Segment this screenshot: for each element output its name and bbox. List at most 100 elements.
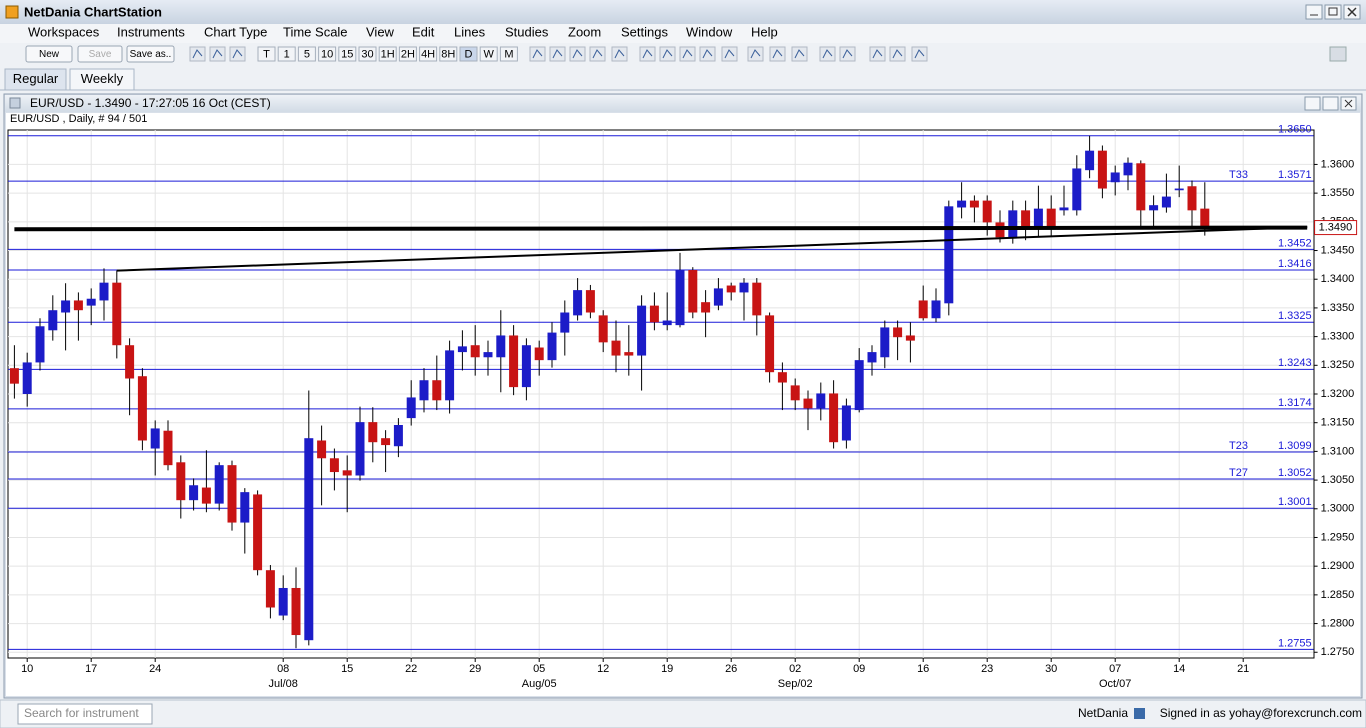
candle-body (1110, 172, 1120, 183)
menu-item[interactable]: Window (686, 24, 733, 39)
icon-glyph (842, 49, 853, 59)
candle-body (534, 347, 544, 361)
candle-body (649, 305, 659, 323)
timeframe-button[interactable] (318, 46, 337, 62)
toolbar-icon[interactable] (189, 46, 206, 62)
toolbar-icon[interactable] (747, 46, 764, 62)
timeframe-button[interactable] (257, 46, 276, 62)
toolbar-icon[interactable] (611, 46, 628, 62)
maximize-button[interactable] (1322, 96, 1339, 111)
maximize-button[interactable] (1324, 4, 1342, 20)
timeframe-label: 1 (284, 48, 290, 60)
toolbar-button[interactable] (77, 45, 123, 63)
x-tick-label: 15 (341, 663, 353, 675)
timeframe-button[interactable] (277, 46, 296, 62)
toolbar-icon[interactable] (699, 46, 716, 62)
toolbar-icon[interactable] (549, 46, 566, 62)
candle-body (560, 312, 570, 333)
menu-item[interactable]: Workspaces (28, 24, 100, 39)
candle-body (86, 298, 96, 306)
timeframe-button[interactable] (499, 46, 518, 62)
y-tick-label: 1.2850 (1321, 589, 1355, 601)
tab[interactable] (4, 68, 67, 91)
toolbar-icon[interactable] (839, 46, 856, 62)
toolbar-button[interactable] (25, 45, 73, 63)
candle-body (329, 458, 339, 473)
candle-body (944, 206, 954, 304)
candle-body (189, 485, 199, 501)
menu-item[interactable]: Edit (412, 24, 435, 39)
menu-item[interactable]: Help (751, 24, 778, 39)
menu-item[interactable]: View (366, 24, 395, 39)
menu-item[interactable]: Lines (454, 24, 486, 39)
timeframe-button[interactable] (419, 46, 438, 62)
toolbar-icon[interactable] (679, 46, 696, 62)
timeframe-label: 4H (421, 48, 435, 60)
x-tick-label: 24 (149, 663, 161, 675)
candle-body (1200, 208, 1210, 228)
timeframe-button[interactable] (439, 46, 458, 62)
toolbar-icon[interactable] (769, 46, 786, 62)
candle-body (35, 326, 45, 363)
menu-item[interactable]: Settings (621, 24, 668, 39)
minimize-button[interactable] (1305, 4, 1323, 20)
timeframe-button[interactable] (358, 46, 377, 62)
candle-body (598, 315, 608, 343)
timeframe-label: 15 (341, 48, 353, 60)
trendline (14, 225, 1308, 232)
timeframe-label: 5 (304, 48, 310, 60)
y-tick-label: 1.3300 (1321, 331, 1355, 343)
menu-item[interactable]: Instruments (117, 24, 185, 39)
toolbar-icon[interactable] (209, 46, 226, 62)
candle-body (509, 335, 519, 388)
menu-item[interactable]: Time Scale (283, 24, 348, 39)
timeframe-button[interactable] (459, 46, 478, 62)
toolbar-icon[interactable] (639, 46, 656, 62)
icon-glyph (750, 49, 761, 59)
tab-label: Weekly (81, 71, 124, 86)
timeframe-button[interactable] (297, 46, 316, 62)
timeframe-button[interactable] (378, 46, 397, 62)
timeframe-button[interactable] (398, 46, 417, 62)
icon-glyph (232, 49, 243, 59)
toolbar-icon[interactable] (229, 46, 246, 62)
minimize-button[interactable] (1304, 96, 1321, 111)
x-tick-label: 22 (405, 663, 417, 675)
candle-body (662, 320, 672, 326)
month-label: Oct/07 (1099, 678, 1131, 690)
toolbar-toggle[interactable] (1329, 46, 1347, 62)
toolbar-icon[interactable] (791, 46, 808, 62)
toolbar-icon[interactable] (659, 46, 676, 62)
y-tick-label: 1.3150 (1321, 417, 1355, 429)
toolbar-icon[interactable] (589, 46, 606, 62)
timeframe-label: 8H (441, 48, 455, 60)
toolbar-icon[interactable] (911, 46, 928, 62)
toolbar-icon[interactable] (819, 46, 836, 62)
toolbar-button-label: Save (89, 49, 112, 60)
candle-body (880, 327, 890, 358)
toolbar-icon[interactable] (529, 46, 546, 62)
candle-body (150, 428, 160, 449)
toolbar-button[interactable] (126, 45, 175, 63)
app-icon (5, 5, 19, 19)
level-label: 1.3325 (1278, 310, 1312, 322)
candle-body (1072, 168, 1082, 211)
candle-body (905, 335, 915, 341)
candle-body (547, 332, 557, 361)
menu-item[interactable]: Chart Type (204, 24, 267, 39)
toolbar-icon[interactable] (889, 46, 906, 62)
candle-body (240, 492, 250, 523)
timeframe-button[interactable] (338, 46, 357, 62)
timeframe-button[interactable] (479, 46, 498, 62)
menu-item[interactable]: Zoom (568, 24, 601, 39)
y-tick-label: 1.3200 (1321, 388, 1355, 400)
level-label: 1.3001 (1278, 496, 1312, 508)
candle-body (765, 315, 775, 373)
menu-item[interactable]: Studies (505, 24, 549, 39)
search-box[interactable] (17, 703, 153, 725)
toolbar-icon[interactable] (869, 46, 886, 62)
tab[interactable] (69, 68, 135, 91)
level-tag: T33 (1229, 169, 1248, 181)
toolbar-icon[interactable] (721, 46, 738, 62)
toolbar-icon[interactable] (569, 46, 586, 62)
